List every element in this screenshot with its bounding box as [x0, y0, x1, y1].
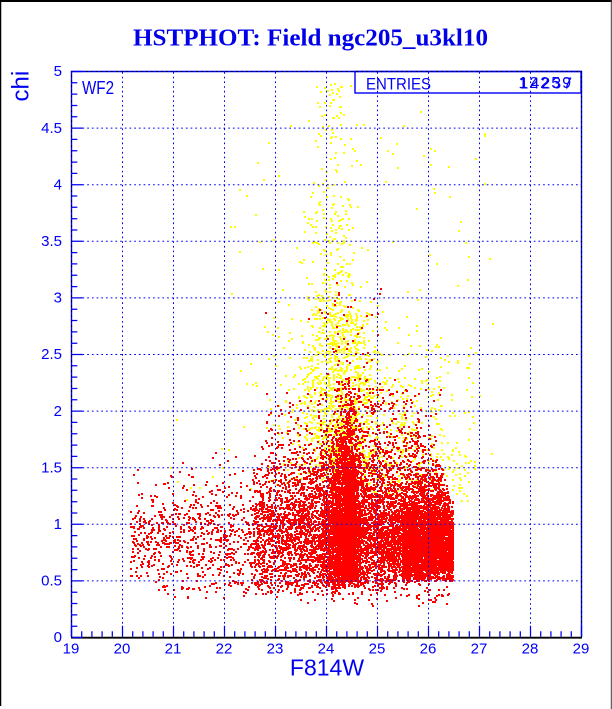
svg-text:1.5: 1.5	[41, 459, 62, 476]
svg-text:2: 2	[54, 403, 62, 420]
svg-text:20: 20	[114, 641, 131, 658]
svg-text:ENTRIES: ENTRIES	[366, 75, 431, 94]
svg-text:22: 22	[216, 641, 233, 658]
svg-text:HSTPHOT: Field ngc205_u3kl10: HSTPHOT: Field ngc205_u3kl10	[133, 25, 488, 52]
svg-text:21: 21	[165, 641, 182, 658]
svg-text:25: 25	[369, 641, 386, 658]
svg-text:29: 29	[573, 641, 590, 658]
svg-text:4: 4	[54, 176, 62, 193]
svg-text:3: 3	[54, 290, 62, 307]
svg-text:WF2: WF2	[82, 78, 114, 98]
svg-text:4.5: 4.5	[41, 120, 62, 137]
svg-text:chi: chi	[8, 71, 35, 102]
svg-text:0.5: 0.5	[41, 573, 62, 590]
svg-text:24: 24	[318, 641, 335, 658]
svg-text:23: 23	[267, 641, 284, 658]
svg-text:14237: 14237	[520, 76, 575, 93]
svg-text:3.5: 3.5	[41, 233, 62, 250]
svg-text:F814W: F814W	[290, 655, 364, 681]
svg-text:0: 0	[54, 629, 62, 646]
svg-text:2.5: 2.5	[41, 346, 62, 363]
svg-text:5: 5	[54, 63, 62, 80]
svg-text:19: 19	[63, 641, 80, 658]
svg-text:28: 28	[522, 641, 539, 658]
svg-text:27: 27	[471, 641, 488, 658]
svg-text:1: 1	[54, 516, 62, 533]
svg-text:12259: 12259	[519, 75, 574, 92]
svg-text:26: 26	[420, 641, 437, 658]
